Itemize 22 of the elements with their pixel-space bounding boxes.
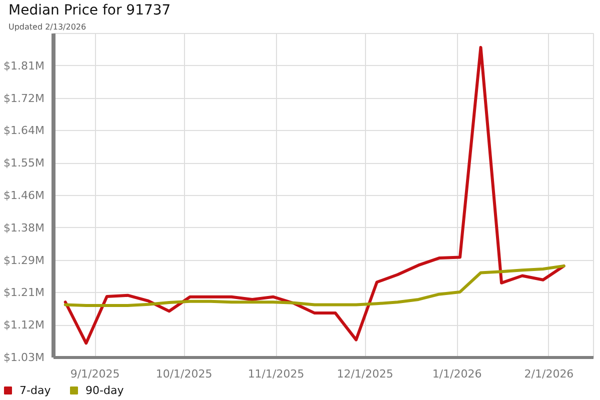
legend-label: 90-day — [86, 384, 124, 397]
x-tick-label: 12/1/2025 — [336, 368, 394, 380]
line-series — [64, 46, 566, 345]
legend-label: 7-day — [20, 384, 52, 397]
y-tick-label: $1.46M — [4, 189, 45, 202]
chart-subtitle: Updated 2/13/2026 — [8, 22, 86, 32]
y-tick-label: $1.29M — [4, 254, 45, 267]
x-tick-label: 1/1/2026 — [432, 368, 482, 380]
x-tick-label: 9/1/2025 — [70, 368, 120, 380]
y-tick-label: $1.21M — [4, 286, 45, 300]
y-tick-label: $1.81M — [4, 59, 45, 72]
y-tick-label: $1.64M — [4, 124, 45, 138]
y-tick-label: $1.72M — [4, 92, 45, 105]
line-series — [64, 264, 566, 308]
x-tick-label: 10/1/2025 — [156, 368, 212, 380]
y-tick-label: $1.03M — [4, 351, 45, 364]
chart-title: Median Price for 91737 — [8, 2, 171, 18]
y-tick-label: $1.12M — [4, 318, 45, 332]
y-tick-label: $1.38M — [4, 221, 45, 234]
y-tick-label: $1.55M — [4, 156, 45, 170]
x-tick-label: 11/1/2025 — [248, 368, 304, 380]
x-tick-label: 2/1/2026 — [524, 368, 574, 380]
